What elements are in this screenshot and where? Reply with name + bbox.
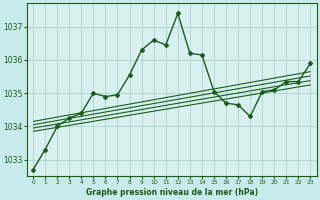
X-axis label: Graphe pression niveau de la mer (hPa): Graphe pression niveau de la mer (hPa) (86, 188, 258, 197)
